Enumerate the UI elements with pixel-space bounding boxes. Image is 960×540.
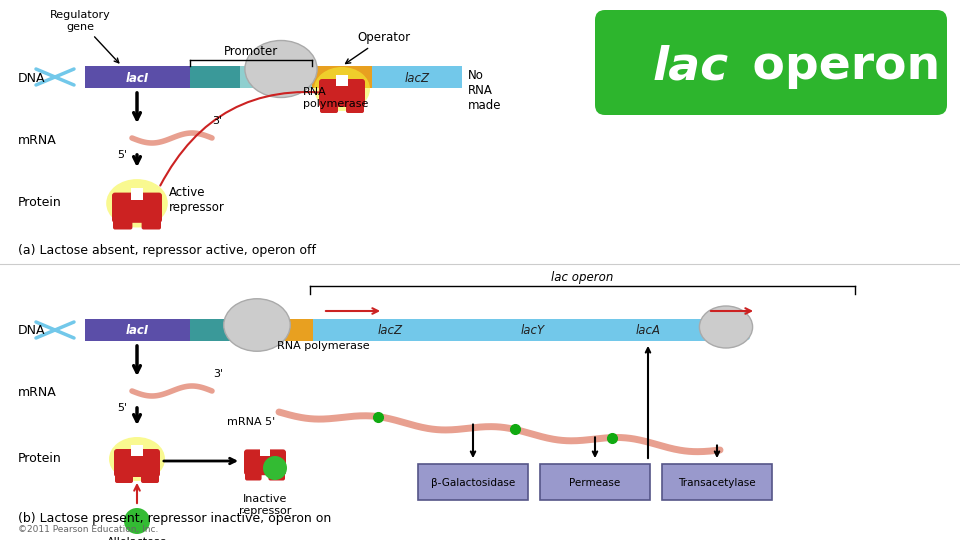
Ellipse shape xyxy=(314,67,370,111)
Text: lacY: lacY xyxy=(521,325,545,338)
Text: Active
repressor: Active repressor xyxy=(169,186,225,214)
Text: (b) Lactose present, repressor inactive, operon on: (b) Lactose present, repressor inactive,… xyxy=(18,512,331,525)
Bar xyxy=(190,66,240,88)
Text: Transacetylase: Transacetylase xyxy=(678,478,756,488)
Text: Protein: Protein xyxy=(18,195,61,208)
Text: Inactive
repressor: Inactive repressor xyxy=(239,494,291,516)
FancyArrowPatch shape xyxy=(160,87,332,186)
FancyBboxPatch shape xyxy=(346,96,364,113)
FancyBboxPatch shape xyxy=(319,79,365,107)
FancyBboxPatch shape xyxy=(115,466,133,483)
FancyBboxPatch shape xyxy=(142,211,161,230)
Text: lacZ: lacZ xyxy=(377,325,402,338)
Text: DNA: DNA xyxy=(18,71,45,84)
Bar xyxy=(240,66,312,88)
Bar xyxy=(312,66,372,88)
FancyBboxPatch shape xyxy=(244,449,286,475)
Bar xyxy=(131,188,143,200)
Bar xyxy=(285,319,313,341)
Text: β-Galactosidase: β-Galactosidase xyxy=(431,478,516,488)
FancyBboxPatch shape xyxy=(320,96,338,113)
Ellipse shape xyxy=(224,299,290,351)
Bar xyxy=(230,319,285,341)
Bar xyxy=(336,75,348,86)
FancyBboxPatch shape xyxy=(114,449,160,477)
Text: operon: operon xyxy=(735,44,940,89)
Bar xyxy=(132,445,143,456)
Ellipse shape xyxy=(245,40,317,98)
FancyBboxPatch shape xyxy=(112,193,162,223)
Bar xyxy=(85,319,733,341)
Text: RNA polymerase: RNA polymerase xyxy=(277,341,370,351)
Text: 3': 3' xyxy=(212,116,222,126)
Bar xyxy=(662,464,772,500)
Text: lacI: lacI xyxy=(126,71,149,84)
Text: Operator: Operator xyxy=(346,31,410,64)
Text: lacA: lacA xyxy=(636,325,660,338)
Text: lacI: lacI xyxy=(126,325,149,338)
Text: RNA
polymerase: RNA polymerase xyxy=(303,87,369,109)
Text: Protein: Protein xyxy=(18,451,61,464)
Bar xyxy=(468,319,598,341)
Text: 5': 5' xyxy=(117,403,127,413)
Circle shape xyxy=(263,456,287,480)
Bar xyxy=(598,319,698,341)
Text: lacZ: lacZ xyxy=(404,71,429,84)
Text: ©2011 Pearson Education, Inc.: ©2011 Pearson Education, Inc. xyxy=(18,525,158,534)
Bar xyxy=(85,66,190,88)
Bar xyxy=(372,66,462,88)
Text: lac operon: lac operon xyxy=(551,271,613,284)
Text: DNA: DNA xyxy=(18,325,45,338)
Ellipse shape xyxy=(107,179,168,227)
Circle shape xyxy=(124,508,150,534)
Ellipse shape xyxy=(700,306,753,348)
Bar xyxy=(85,66,462,88)
Text: mRNA: mRNA xyxy=(18,133,57,146)
Text: lac: lac xyxy=(653,44,729,89)
FancyBboxPatch shape xyxy=(269,465,285,481)
Text: 3': 3' xyxy=(213,369,223,379)
Bar xyxy=(540,464,650,500)
Text: Regulatory
gene: Regulatory gene xyxy=(50,10,119,63)
Text: mRNA: mRNA xyxy=(18,387,57,400)
Bar xyxy=(418,464,528,500)
FancyBboxPatch shape xyxy=(595,10,947,115)
Text: (a) Lactose absent, repressor active, operon off: (a) Lactose absent, repressor active, op… xyxy=(18,244,316,257)
Text: Allolactose
(inducer): Allolactose (inducer) xyxy=(107,537,167,540)
Text: mRNA 5': mRNA 5' xyxy=(227,417,275,427)
Ellipse shape xyxy=(109,437,165,481)
Text: Promoter: Promoter xyxy=(224,45,278,58)
FancyBboxPatch shape xyxy=(141,466,159,483)
Text: Permease: Permease xyxy=(569,478,620,488)
Text: 5': 5' xyxy=(117,150,127,160)
Text: No
RNA
made: No RNA made xyxy=(468,69,501,112)
Bar xyxy=(190,319,230,341)
Bar xyxy=(313,319,468,341)
FancyBboxPatch shape xyxy=(113,211,132,230)
Bar xyxy=(85,319,190,341)
Bar xyxy=(260,446,270,456)
FancyBboxPatch shape xyxy=(245,465,261,481)
